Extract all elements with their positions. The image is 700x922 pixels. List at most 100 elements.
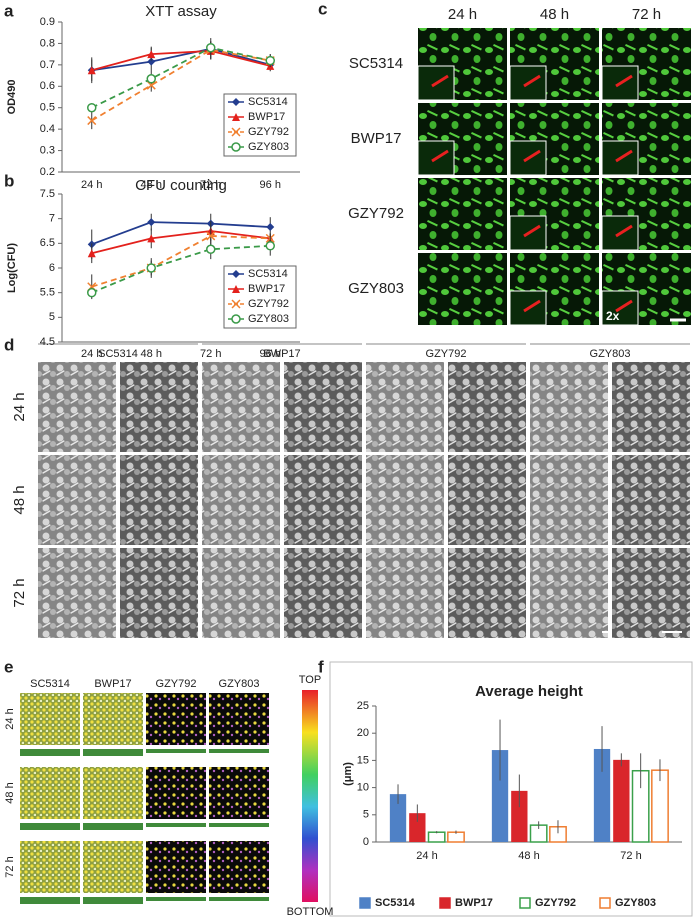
sem-image [38, 548, 116, 638]
sem-image [448, 455, 526, 545]
legend-marker [231, 142, 241, 152]
x-tick-label: 96 h [260, 179, 281, 191]
y-tick-label: 5 [49, 311, 55, 323]
chart-title: Average height [475, 683, 583, 700]
sem-image [202, 455, 280, 545]
y-tick-label: 15 [357, 754, 369, 766]
confocal-image [20, 693, 80, 745]
y-tick-label: 10 [357, 782, 369, 794]
sem-image [366, 455, 444, 545]
bar [389, 794, 407, 842]
confocal-image [146, 693, 206, 745]
sem-image [38, 362, 116, 452]
column-label: SC5314 [30, 678, 70, 690]
arrow [523, 224, 541, 238]
legend-label: BWP17 [455, 897, 493, 909]
marker [266, 223, 275, 232]
row-label: 48 h [4, 782, 16, 803]
x-tick-label: 96 h [260, 348, 281, 360]
y-tick-label: 0.8 [40, 37, 55, 49]
legend-swatch [599, 897, 611, 909]
row-label: 72 h [11, 578, 28, 607]
panel-letter: e [4, 657, 13, 676]
series-line [91, 47, 271, 72]
row-label: SC5314 [349, 55, 403, 72]
x-tick-label: 24 h [81, 179, 102, 191]
column-label: GZY803 [590, 348, 631, 360]
side-view [209, 897, 269, 901]
side-view [20, 897, 80, 904]
legend-label: SC5314 [248, 96, 288, 108]
legend-label: GZY803 [248, 141, 289, 153]
panel-letter: b [4, 171, 14, 190]
confocal-image [209, 841, 269, 893]
arrow [615, 149, 633, 163]
confocal-image [146, 767, 206, 819]
side-view [209, 749, 269, 753]
chart-title: CFU counting [135, 177, 227, 194]
series-line [91, 50, 271, 72]
row-label: BWP17 [351, 130, 402, 147]
series-line [91, 221, 271, 246]
legend-label: GZY792 [535, 897, 576, 909]
sem-image [120, 362, 198, 452]
row-label: GZY803 [348, 280, 404, 297]
legend-swatch [359, 897, 371, 909]
marker [87, 249, 96, 258]
marker [147, 57, 156, 66]
sem-image [448, 548, 526, 638]
marker [206, 42, 216, 53]
series-line [91, 48, 271, 122]
sem-image [38, 455, 116, 545]
column-label: 72 h [632, 6, 661, 23]
y-tick-label: 5 [363, 809, 369, 821]
panel-letter: f [318, 657, 324, 676]
y-tick-label: 0 [363, 836, 369, 848]
panel-letter: c [318, 0, 327, 18]
column-label: GZY803 [219, 678, 260, 690]
y-axis-label: (μm) [342, 762, 354, 786]
bar [511, 790, 528, 842]
y-tick-label: 6.5 [40, 237, 55, 249]
x-tick-label: 24 h [416, 850, 437, 862]
legend-label: GZY803 [615, 897, 656, 909]
legend-label: GZY792 [248, 298, 289, 310]
y-tick-label: 0.7 [40, 59, 55, 71]
inset-label: 2x [606, 309, 620, 323]
y-tick-label: 0.2 [40, 166, 55, 178]
sem-image [530, 362, 608, 452]
legend-marker [232, 285, 240, 293]
x-tick-label: 48 h [141, 348, 162, 360]
scale-bottom: BOTTOM [287, 906, 334, 918]
marker [147, 234, 156, 243]
legend-swatch [439, 897, 451, 909]
column-label: GZY792 [156, 678, 197, 690]
legend-marker [231, 127, 241, 137]
side-view [20, 823, 80, 830]
row-label: 24 h [11, 392, 28, 421]
bar [491, 750, 509, 842]
side-view [146, 823, 206, 827]
arrow [431, 149, 449, 163]
sem-image [612, 362, 690, 452]
sem-image [284, 548, 362, 638]
x-tick-label: 72 h [200, 348, 221, 360]
marker [87, 102, 97, 113]
chart-title: XTT assay [145, 3, 217, 20]
row-label: GZY792 [348, 205, 404, 222]
y-tick-label: 4.5 [40, 336, 55, 348]
legend-label: SC5314 [375, 897, 416, 909]
legend-label: GZY803 [248, 313, 289, 325]
sem-image [202, 362, 280, 452]
y-tick-label: 0.9 [40, 16, 55, 28]
row-label: 24 h [4, 708, 16, 729]
bar [613, 759, 630, 842]
arrow [523, 149, 541, 163]
legend-marker [231, 314, 241, 324]
confocal-image [83, 767, 143, 819]
column-label: 48 h [540, 6, 569, 23]
arrow [431, 74, 449, 88]
color-scale [302, 690, 318, 902]
